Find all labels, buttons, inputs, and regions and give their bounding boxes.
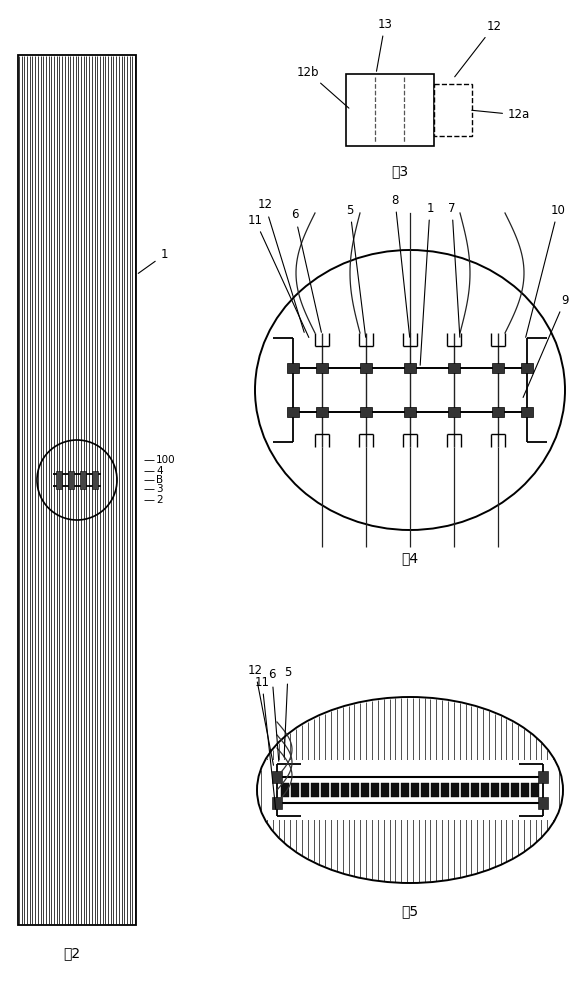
Text: 图2: 图2 xyxy=(64,946,81,960)
Bar xyxy=(272,797,282,809)
Text: 5: 5 xyxy=(346,204,366,337)
Bar xyxy=(287,363,299,373)
Bar xyxy=(56,471,62,489)
Bar xyxy=(351,783,359,797)
Bar xyxy=(461,783,469,797)
Text: 5: 5 xyxy=(284,666,292,757)
Bar xyxy=(341,783,349,797)
Bar xyxy=(391,783,399,797)
Bar xyxy=(521,783,529,797)
Bar xyxy=(441,783,449,797)
Bar xyxy=(265,760,555,820)
Text: 11: 11 xyxy=(255,676,276,809)
Bar xyxy=(492,407,504,417)
Text: 6: 6 xyxy=(268,668,279,761)
Bar xyxy=(491,783,499,797)
Bar xyxy=(346,74,434,146)
Text: 3: 3 xyxy=(156,484,163,494)
Bar xyxy=(481,783,489,797)
Bar xyxy=(411,783,419,797)
Bar xyxy=(360,407,372,417)
Bar xyxy=(311,783,319,797)
Bar xyxy=(80,471,86,489)
Text: 100: 100 xyxy=(156,455,176,465)
Bar xyxy=(381,783,389,797)
Bar xyxy=(360,363,372,373)
Bar xyxy=(316,363,328,373)
Text: 图3: 图3 xyxy=(392,164,409,178)
Bar xyxy=(492,363,504,373)
Text: 12: 12 xyxy=(258,198,304,332)
Bar xyxy=(68,471,74,489)
Bar xyxy=(521,363,533,373)
Bar xyxy=(361,783,369,797)
Text: 13: 13 xyxy=(376,17,392,71)
Text: 11: 11 xyxy=(248,214,309,337)
Bar xyxy=(521,407,533,417)
Bar xyxy=(371,783,379,797)
Bar xyxy=(404,407,416,417)
Text: 12b: 12b xyxy=(297,66,349,108)
Bar xyxy=(434,84,472,136)
Text: 12a: 12a xyxy=(472,108,530,121)
Text: 6: 6 xyxy=(291,209,322,332)
Bar xyxy=(287,407,299,417)
Text: 图4: 图4 xyxy=(402,551,419,565)
Bar xyxy=(301,783,309,797)
Text: 1: 1 xyxy=(420,202,434,365)
Bar xyxy=(321,783,329,797)
Text: 2: 2 xyxy=(156,495,163,505)
Text: 12: 12 xyxy=(455,19,502,77)
Bar xyxy=(538,797,548,809)
Text: 9: 9 xyxy=(523,294,569,397)
Bar xyxy=(431,783,439,797)
Text: 1: 1 xyxy=(138,248,168,273)
Bar xyxy=(531,783,539,797)
Text: B: B xyxy=(156,475,163,485)
Bar xyxy=(404,363,416,373)
Text: 图5: 图5 xyxy=(402,904,419,918)
Bar xyxy=(401,783,409,797)
Bar xyxy=(316,407,328,417)
Text: 4: 4 xyxy=(156,466,163,476)
Bar xyxy=(471,783,479,797)
Bar xyxy=(538,771,548,783)
Bar xyxy=(511,783,519,797)
Bar xyxy=(421,783,429,797)
Text: 10: 10 xyxy=(526,204,566,337)
Bar xyxy=(281,783,289,797)
Bar xyxy=(448,363,460,373)
Bar xyxy=(92,471,98,489)
Text: 8: 8 xyxy=(391,194,410,337)
Bar xyxy=(448,407,460,417)
Bar xyxy=(451,783,459,797)
Bar xyxy=(501,783,509,797)
Bar xyxy=(291,783,299,797)
Text: 7: 7 xyxy=(448,202,460,337)
Bar xyxy=(331,783,339,797)
Bar xyxy=(272,771,282,783)
Text: 12: 12 xyxy=(248,664,273,765)
